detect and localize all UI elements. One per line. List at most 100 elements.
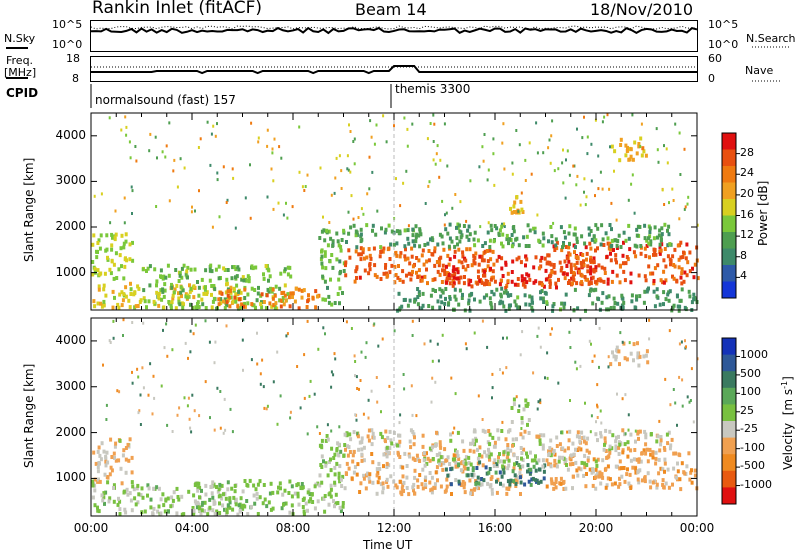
velocity-echo-cell [469,441,472,446]
velocity-echo-cell [473,442,477,447]
power-echo-cell [523,293,527,298]
velocity-sparse-cell [568,330,571,334]
power-echo-cell [510,244,514,249]
velocity-echo-cell [124,470,128,475]
power-echo-cell [522,235,526,240]
velocity-echo-cell [203,509,207,514]
power-echo-cell [613,301,617,305]
power-echo-cell [283,269,287,274]
velocity-echo-cell [519,492,522,496]
velocity-echo-cell [396,450,400,455]
power-echo-cell [127,298,131,303]
velocity-echo-cell [218,501,221,506]
power-sparse-cell [183,166,186,170]
power-echo-cell [640,153,644,158]
velocity-sparse-cell [171,348,174,352]
velocity-echo-cell [360,440,364,445]
power-echo-cell [610,279,614,284]
velocity-echo-cell [320,445,324,450]
velocity-echo-cell [196,488,200,493]
power-echo-cell [257,285,260,290]
power-echo-cell [241,275,245,280]
power-echo-cell [563,259,567,264]
velocity-echo-cell [368,479,372,484]
velocity-echo-cell [693,468,697,473]
power-echo-cell [653,266,657,271]
velocity-sparse-cell [259,382,262,386]
velocity-echo-cell [632,342,636,347]
velocity-echo-cell [659,438,663,443]
power-sparse-cell [566,149,569,153]
power-echo-cell [417,258,421,263]
velocity-echo-cell [433,482,437,487]
power-echo-cell [610,144,614,149]
power-echo-cell [134,304,138,309]
power-sparse-cell [530,172,533,176]
power-echo-cell [122,241,126,246]
power-echo-cell [467,298,471,303]
power-sparse-cell [124,115,127,119]
velocity-echo-cell [324,438,328,443]
power-echo-cell [621,253,625,258]
velocity-echo-cell [480,477,484,481]
velocity-echo-cell [693,473,697,478]
velocity-echo-cell [124,446,128,450]
power-echo-cell [662,258,666,263]
power-echo-cell [114,251,118,256]
power-echo-cell [282,290,286,295]
power-sparse-cell [428,180,431,184]
power-echo-cell [159,288,163,293]
velocity-echo-cell [680,461,684,466]
power-echo-cell [436,269,440,274]
power-sparse-cell [154,135,157,139]
velocity-echo-cell [679,487,683,492]
power-echo-cell [573,287,577,292]
velocity-echo-cell [559,476,563,481]
power-echo-cell [282,302,286,307]
velocity-echo-cell [561,446,565,451]
power-echo-cell [504,289,508,294]
velocity-echo-cell [468,478,472,483]
power-echo-cell [121,298,125,303]
power-echo-cell [223,306,227,311]
velocity-echo-cell [614,464,618,469]
velocity-echo-cell [579,447,583,452]
velocity-echo-cell [483,450,487,455]
power-echo-cell [504,262,508,267]
power-echo-cell [525,272,529,277]
power-sparse-cell [630,182,633,186]
velocity-echo-cell [109,437,113,442]
power-sparse-cell [671,187,674,191]
power-echo-cell [669,259,673,263]
velocity-echo-cell [664,481,668,486]
power-echo-cell [439,255,443,260]
velocity-echo-cell [529,467,533,472]
velocity-echo-cell [519,475,522,480]
velocity-echo-cell [347,466,351,471]
velocity-echo-cell [491,435,495,440]
velocity-echo-cell [279,486,282,491]
velocity-echo-cell [618,482,622,487]
power-echo-cell [458,229,462,234]
power-echo-cell [307,293,310,298]
velocity-sparse-cell [590,342,592,346]
velocity-echo-cell [377,475,381,480]
power-sparse-cell [278,145,281,149]
freq-right-tick-bottom: 0 [708,72,715,85]
power-echo-cell [543,290,547,295]
power-echo-cell [660,242,664,247]
velocity-echo-cell [527,479,531,484]
velocity-echo-cell [194,482,198,487]
power-echo-cell [534,279,538,284]
noise-search-trace [90,25,698,30]
power-sparse-cell [609,145,611,149]
power-echo-cell [666,254,670,259]
velocity-echo-cell [617,434,620,439]
power-echo-cell [431,287,435,292]
power-echo-cell [138,300,142,304]
power-echo-cell [344,263,347,268]
power-sparse-cell [665,147,668,151]
power-echo-cell [438,287,442,292]
power-sparse-cell [586,135,589,139]
power-echo-cell [502,304,506,309]
